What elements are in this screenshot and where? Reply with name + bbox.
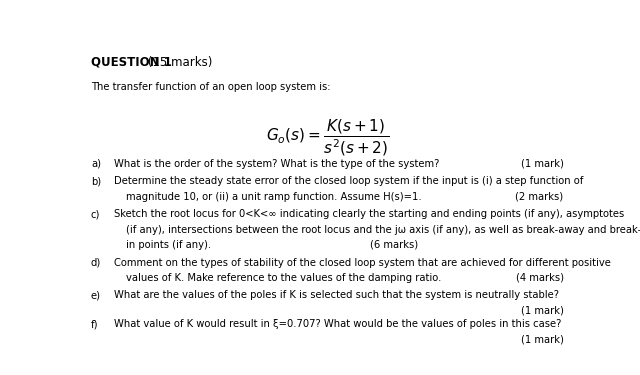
Text: $G_o(s) = \dfrac{K(s+1)}{s^2(s+2)}$: $G_o(s) = \dfrac{K(s+1)}{s^2(s+2)}$	[266, 117, 390, 158]
Text: f): f)	[91, 320, 99, 329]
Text: (1 mark): (1 mark)	[521, 334, 564, 345]
Text: values of K. Make reference to the values of the damping ratio.: values of K. Make reference to the value…	[126, 273, 442, 283]
Text: (1 mark): (1 mark)	[521, 306, 564, 316]
Text: b): b)	[91, 176, 101, 186]
Text: e): e)	[91, 290, 101, 300]
Text: d): d)	[91, 258, 101, 267]
Text: Determine the steady state error of the closed loop system if the input is (i) a: Determine the steady state error of the …	[114, 176, 583, 186]
Text: The transfer function of an open loop system is:: The transfer function of an open loop sy…	[91, 82, 330, 92]
Text: (if any), intersections between the root locus and the jω axis (if any), as well: (if any), intersections between the root…	[126, 225, 640, 235]
Text: What is the order of the system? What is the type of the system?: What is the order of the system? What is…	[114, 159, 439, 169]
Text: (15 marks): (15 marks)	[144, 56, 212, 69]
Text: c): c)	[91, 209, 100, 219]
Text: (2 marks): (2 marks)	[515, 192, 564, 202]
Text: (1 mark): (1 mark)	[521, 159, 564, 169]
Text: magnitude 10, or (ii) a unit ramp function. Assume H(s)=1.: magnitude 10, or (ii) a unit ramp functi…	[126, 192, 422, 202]
Text: Sketch the root locus for 0<K<∞ indicating clearly the starting and ending point: Sketch the root locus for 0<K<∞ indicati…	[114, 209, 624, 219]
Text: in points (if any).: in points (if any).	[126, 240, 211, 250]
Text: What value of K would result in ξ=0.707? What would be the values of poles in th: What value of K would result in ξ=0.707?…	[114, 320, 561, 329]
Text: QUESTION 1: QUESTION 1	[91, 56, 172, 69]
Text: (4 marks): (4 marks)	[516, 273, 564, 283]
Text: (6 marks): (6 marks)	[370, 240, 419, 250]
Text: a): a)	[91, 159, 101, 169]
Text: Comment on the types of stability of the closed loop system that are achieved fo: Comment on the types of stability of the…	[114, 258, 611, 267]
Text: What are the values of the poles if K is selected such that the system is neutra: What are the values of the poles if K is…	[114, 290, 559, 300]
